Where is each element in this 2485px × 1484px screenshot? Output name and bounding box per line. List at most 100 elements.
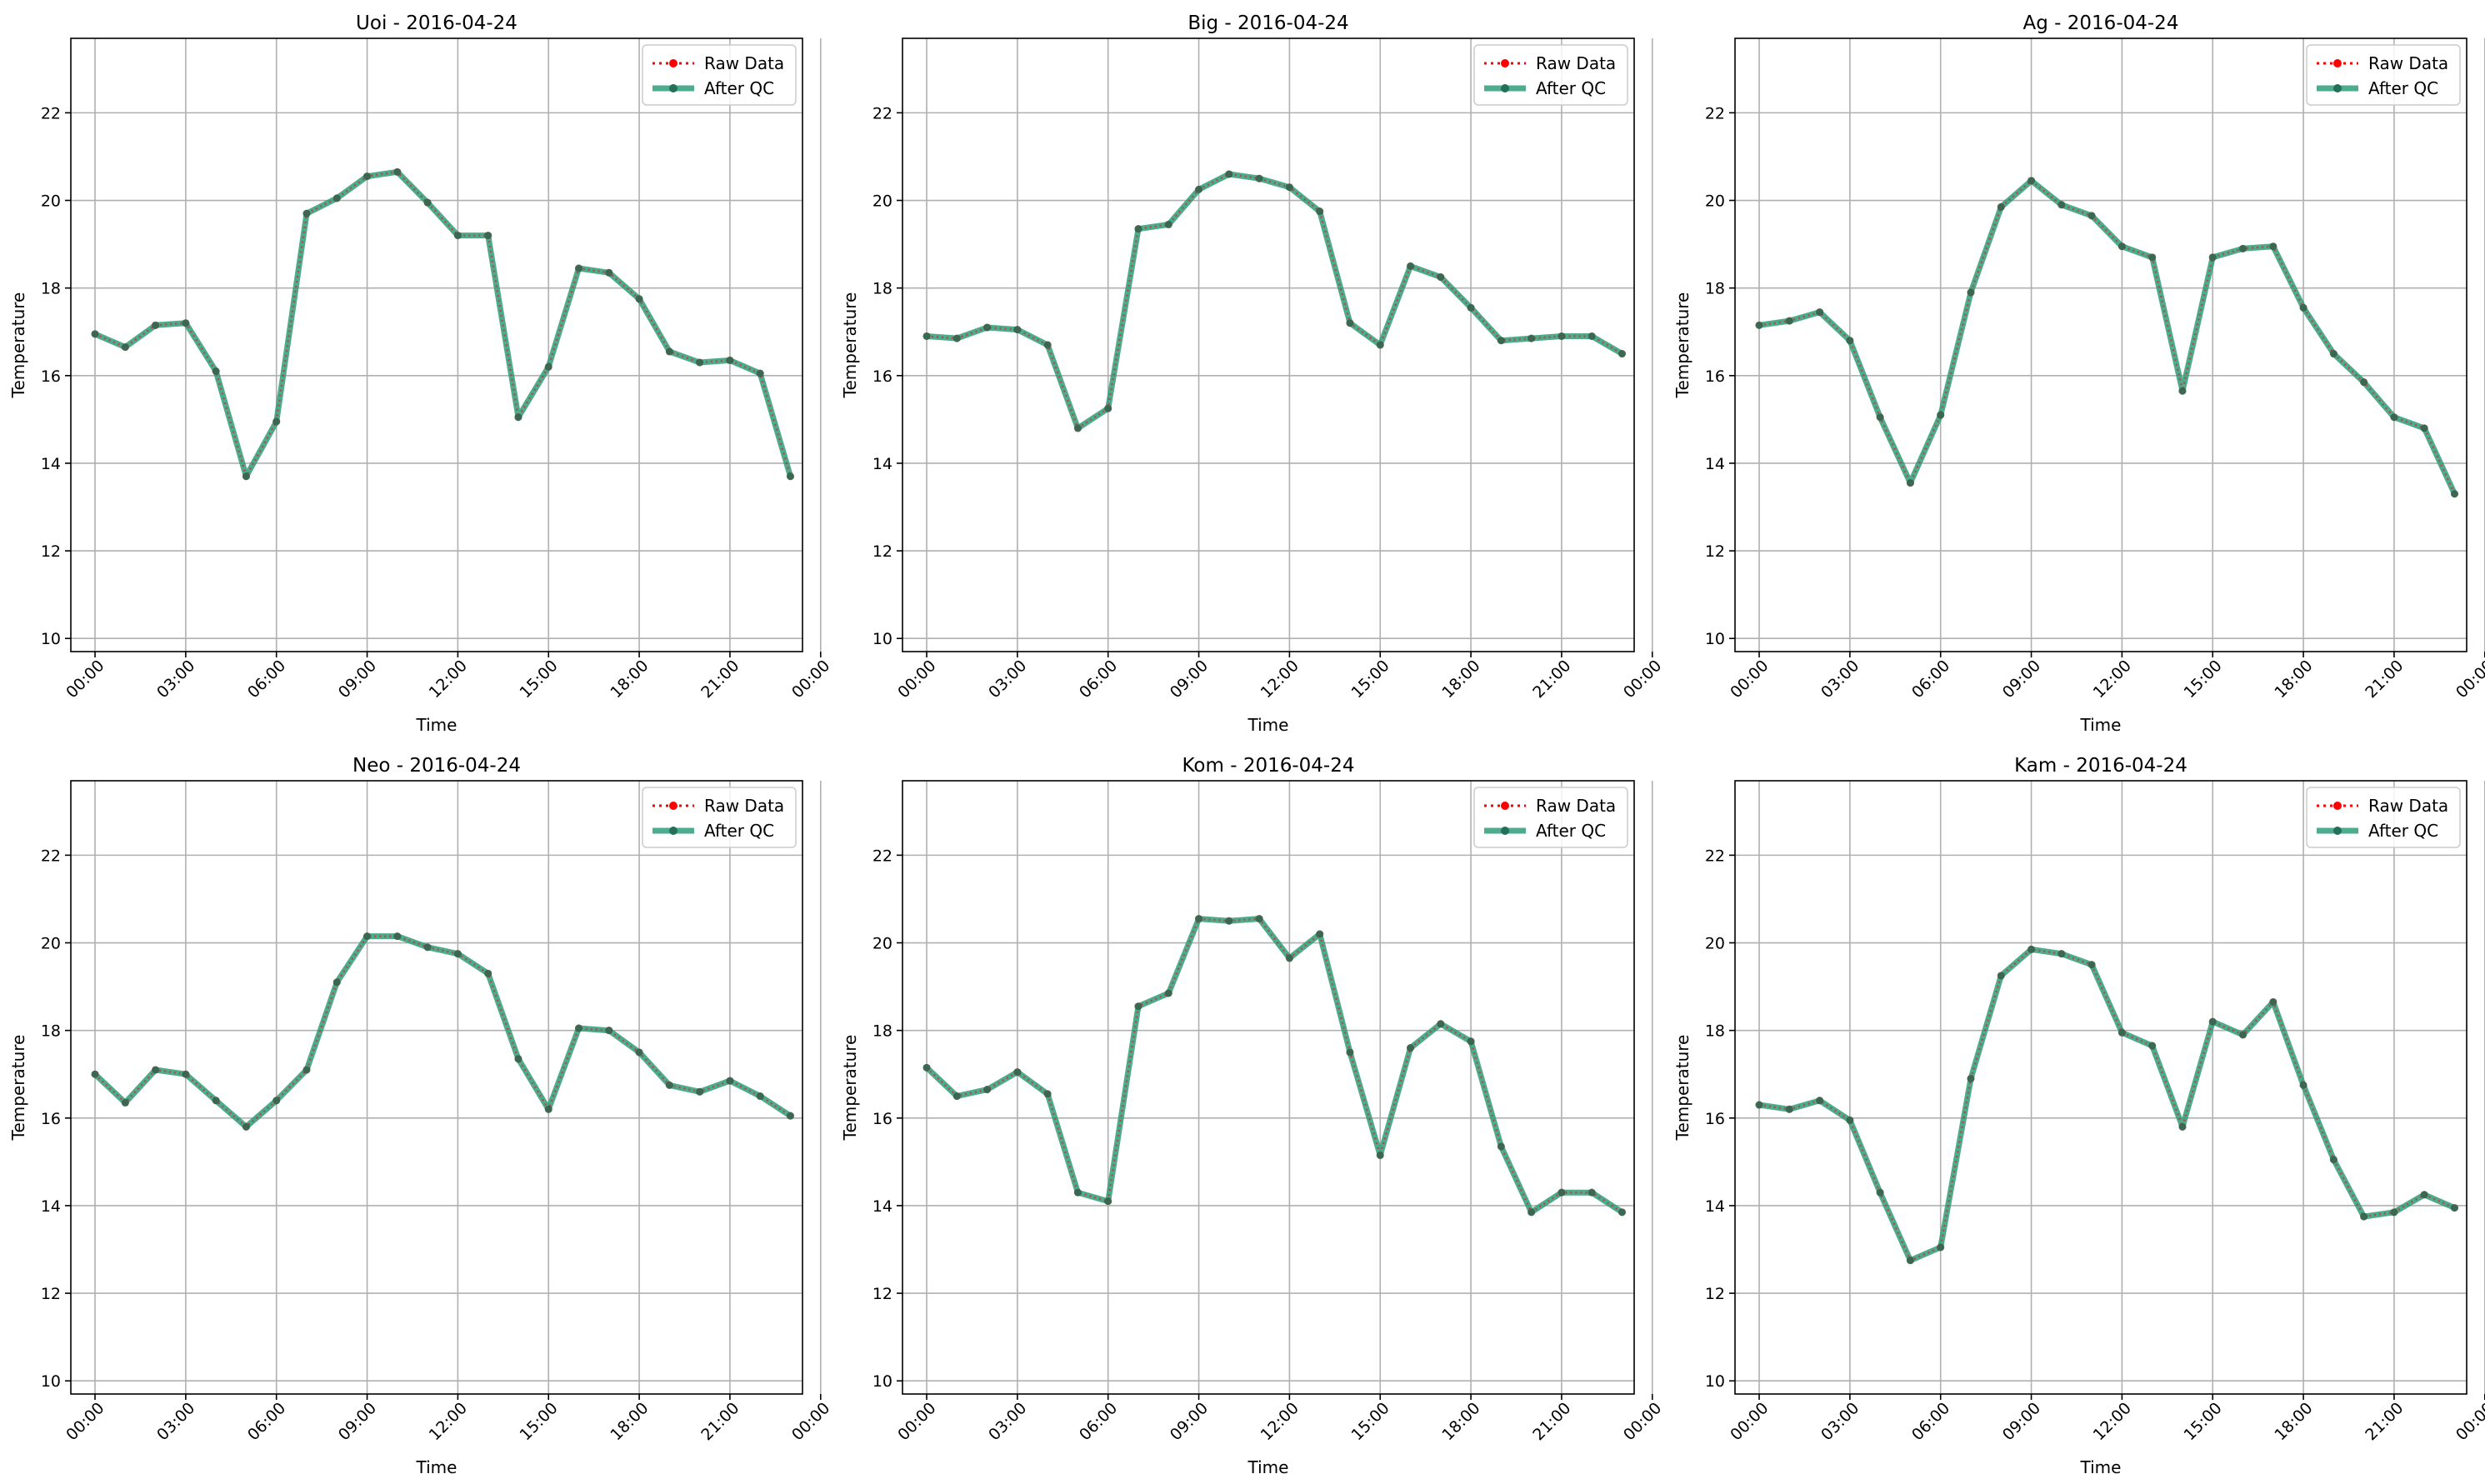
after-qc-point [2299,1081,2308,1089]
y-tick-label: 20 [41,935,61,953]
after-qc-point [212,367,220,376]
y-tick-label: 16 [1705,367,1725,386]
legend-raw-data-label: Raw Data [704,796,784,816]
after-qc-point [453,232,462,240]
legend-raw-data-label: Raw Data [2368,796,2448,816]
axes-frame [70,37,803,652]
legend-raw-data-swatch-marker [669,802,678,810]
x-tick-label: 12:00 [2090,1399,2135,1444]
after-qc-point [1225,917,1233,925]
after-qc-point [2299,303,2308,312]
after-qc-point [272,417,281,426]
after-qc-point [1285,183,1293,192]
after-qc-point [1316,930,1324,938]
x-tick-label: 03:00 [153,1399,198,1444]
legend-raw-data-swatch-marker [669,59,678,67]
x-tick-label: 00:00 [2452,1399,2485,1444]
x-axis-label: Time [416,715,458,735]
legend-after-qc-swatch-marker [669,84,678,92]
legend-raw-data-swatch-marker [2333,802,2342,810]
x-tick-label: 12:00 [1258,1399,1302,1444]
y-tick-label: 10 [41,1372,61,1391]
y-tick-label: 20 [41,192,61,211]
after-qc-point [1785,1105,1793,1113]
legend-raw-data-label: Raw Data [1536,796,1616,816]
plot-area [1735,38,2467,652]
x-tick-label: 15:00 [2180,657,2225,702]
after-qc-point [2420,1191,2428,1199]
y-tick-label: 22 [872,104,892,122]
y-tick-label: 12 [1705,542,1725,561]
y-tick-label: 18 [41,280,61,298]
after-qc-point [952,334,961,342]
y-tick-label: 14 [872,1197,892,1216]
x-tick-label: 09:00 [1167,657,1212,702]
x-tick-label: 12:00 [1258,657,1302,702]
after-qc-point [1497,337,1505,345]
y-tick-label: 10 [1705,1372,1725,1391]
subplot-title: Ag - 2016-04-24 [2023,12,2179,34]
x-axis-label: Time [2080,715,2122,735]
subplot-1: 10 12 14 16 18 20 22 00:00 03:00 06:00 09:00 12:00 1… [8,12,833,735]
after-qc-point [1967,288,1975,297]
after-qc-point [1164,220,1172,228]
x-tick-label: 09:00 [1167,1399,1212,1444]
plot-area [1735,781,2467,1394]
after-qc-point [514,1055,522,1063]
after-qc-point [2148,1042,2157,1050]
after-qc-point [2208,1017,2217,1026]
y-tick-label: 12 [872,1285,892,1303]
after-qc-point [1407,262,1415,270]
after-qc-point [393,932,402,941]
after-qc-point [1346,1048,1354,1057]
after-qc-point [726,1077,734,1085]
x-tick-label: 06:00 [244,657,289,702]
after-qc-point [2329,350,2338,358]
axes-frame [70,780,803,1395]
after-qc-point [1528,1208,1536,1217]
legend-after-qc-label: After QC [1536,821,1606,841]
x-axis-label: Time [416,1457,458,1477]
after-qc-point [1558,332,1566,340]
after-qc-point [544,362,552,371]
y-tick-label: 20 [1705,935,1725,953]
after-qc-point [696,1087,704,1096]
y-axis-label: Temperature [1672,292,1692,399]
x-tick-label: 12:00 [426,657,471,702]
after-qc-point [121,1098,129,1107]
y-tick-label: 12 [1705,1285,1725,1303]
plot-area [71,38,802,652]
legend-after-qc-swatch-marker [1501,827,1509,835]
x-axis-label: Time [1248,715,1289,735]
after-qc-point [1134,1002,1142,1011]
axes-frame [902,780,1635,1395]
legend-raw-data-swatch-marker [2333,59,2342,67]
y-tick-label: 22 [1705,104,1725,122]
after-qc-point [1104,1197,1112,1206]
y-tick-label: 16 [1705,1110,1725,1128]
after-qc-point [91,1070,99,1078]
after-qc-point [756,369,764,377]
after-qc-point [1043,341,1052,349]
legend-raw-data-label: Raw Data [2368,53,2448,73]
axes-frame [1734,37,2468,652]
after-qc-point [1997,202,2005,211]
legend-after-qc-label: After QC [2368,78,2438,98]
after-qc-point [272,1097,281,1105]
x-tick-label: 03:00 [1818,657,1862,702]
after-qc-point [1013,326,1022,334]
axes-frame [1734,780,2468,1395]
after-qc-point [1073,424,1082,432]
x-tick-label: 00:00 [1620,1399,1665,1444]
after-qc-point [514,413,522,422]
after-qc-point [1164,989,1172,997]
subplot-title: Kom - 2016-04-24 [1182,755,1355,777]
y-tick-label: 22 [41,847,61,865]
after-qc-point [1967,1074,1975,1082]
x-tick-label: 06:00 [1908,657,1953,702]
y-tick-label: 14 [872,455,892,473]
after-qc-point [212,1097,220,1105]
after-qc-point [575,264,583,272]
after-qc-point [1558,1188,1566,1197]
